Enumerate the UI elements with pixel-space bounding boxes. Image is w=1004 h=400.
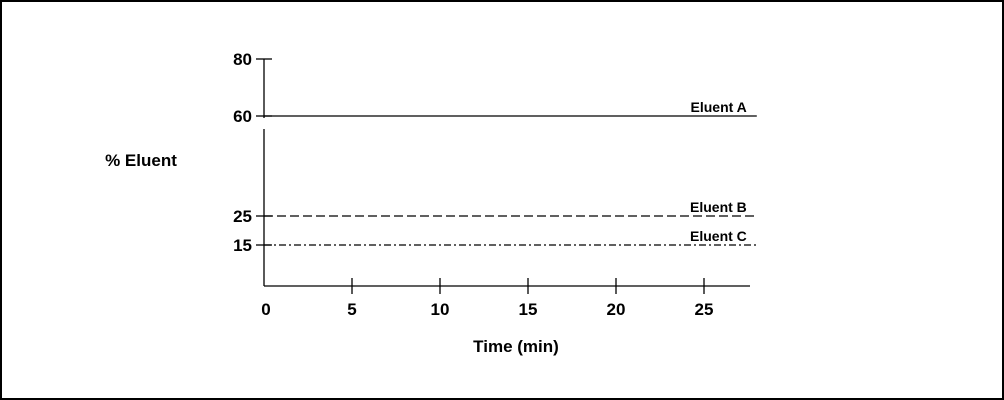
y-axis-title: % Eluent [105,151,177,170]
x-tick-label-0: 0 [261,300,270,319]
x-tick-label-10: 10 [431,300,450,319]
y-tick-label-60: 60 [233,107,252,126]
y-tick-label-80: 80 [233,50,252,69]
y-tick-label-15: 15 [233,236,252,255]
series-group [264,115,757,246]
axes [256,58,750,294]
x-tick-label-15: 15 [519,300,538,319]
x-tick-label-5: 5 [347,300,356,319]
series-label-eluent-b: Eluent B [690,199,747,215]
x-axis-title: Time (min) [473,337,559,356]
labels-group: 15 25 60 80 0 5 10 15 20 25 % Eluent Time (min) Elue… [105,50,747,356]
x-tick-label-25: 25 [695,300,714,319]
series-label-eluent-a: Eluent A [691,99,747,115]
y-tick-label-25: 25 [233,207,252,226]
x-tick-label-20: 20 [607,300,626,319]
series-label-eluent-c: Eluent C [690,228,747,244]
